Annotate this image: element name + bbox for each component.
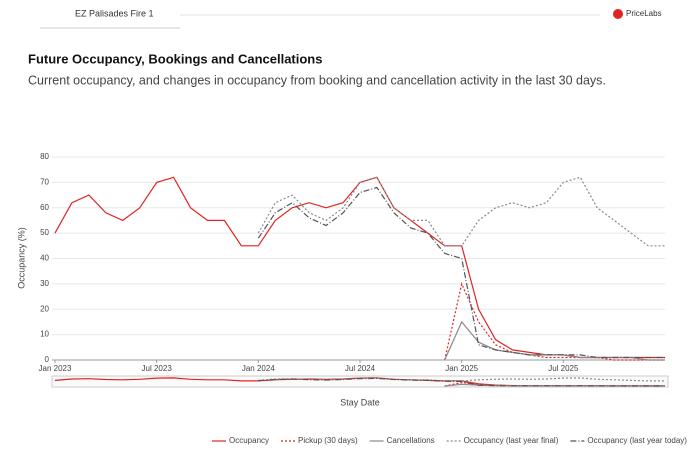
legend-label[interactable]: Occupancy (last year final) [464, 436, 559, 445]
y-axis-title: Occupancy (%) [16, 227, 26, 289]
tab-label[interactable]: EZ Palisades Fire 1 [75, 8, 154, 18]
chart-subtitle: Current occupancy, and changes in occupa… [28, 73, 606, 87]
x-tick-label: Jul 2024 [345, 364, 376, 373]
y-tick-label: 30 [40, 279, 49, 288]
y-tick-label: 70 [40, 177, 49, 186]
plot: 0 10 20 30 40 50 60 70 80 Jan 2023 Jul 2023 Jan 202… [39, 152, 688, 445]
logo-text: PriceLabs [626, 9, 662, 18]
series-line [257, 176, 665, 247]
y-tick-label: 20 [40, 304, 49, 313]
chart-title: Future Occupancy, Bookings and Cancellat… [28, 51, 322, 66]
y-tick-label: 0 [45, 355, 50, 364]
series-line [257, 186, 665, 359]
x-axis-title: Stay Date [340, 397, 380, 407]
legend-label[interactable]: Occupancy [229, 436, 269, 445]
legend-label[interactable]: Pickup (30 days) [298, 436, 358, 445]
logo-icon [613, 9, 623, 19]
x-tick-label: Jul 2025 [548, 364, 579, 373]
legend-label[interactable]: Occupancy (last year today) [587, 436, 687, 445]
x-tick-label: Jul 2023 [142, 364, 173, 373]
y-tick-label: 80 [40, 152, 49, 161]
range-slider[interactable] [51, 375, 669, 388]
x-tick-label: Jan 2023 [39, 364, 72, 373]
y-tick-label: 50 [40, 228, 49, 237]
legend-label[interactable]: Cancellations [387, 436, 435, 445]
slider-line [258, 377, 665, 387]
y-tick-label: 10 [40, 330, 49, 339]
y-tick-label: 60 [40, 203, 49, 212]
series-line [444, 281, 665, 361]
y-tick-label: 40 [40, 254, 49, 263]
x-tick-label: Jan 2024 [242, 364, 275, 373]
x-tick-label: Jan 2025 [445, 364, 478, 373]
